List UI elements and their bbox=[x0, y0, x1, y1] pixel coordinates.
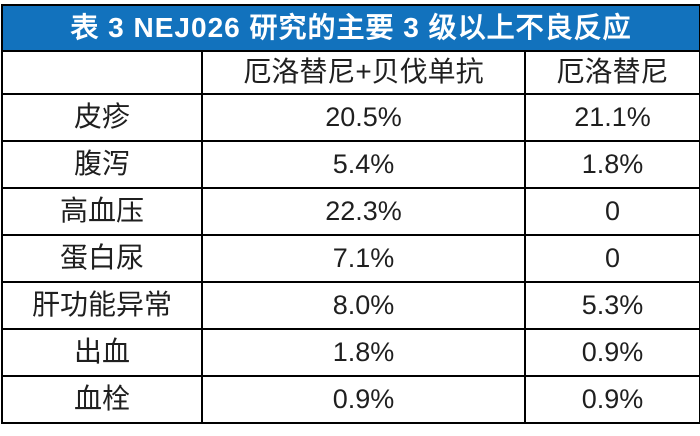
header-cell-empty bbox=[1, 50, 203, 95]
combo-arm-value: 0.9% bbox=[201, 375, 526, 424]
mono-arm-value: 0.9% bbox=[523, 328, 700, 377]
row-label: 血栓 bbox=[1, 375, 203, 424]
row-label: 肝功能异常 bbox=[1, 281, 203, 330]
table-row: 肝功能异常 8.0% 5.3% bbox=[1, 281, 700, 330]
mono-arm-value: 0 bbox=[523, 234, 700, 283]
table-title: 表 3 NEJ026 研究的主要 3 级以上不良反应 bbox=[0, 4, 700, 52]
table-title-row: 表 3 NEJ026 研究的主要 3 级以上不良反应 bbox=[0, 4, 700, 52]
mono-arm-value: 0.9% bbox=[523, 375, 700, 424]
table-row: 出血 1.8% 0.9% bbox=[1, 328, 700, 377]
combo-arm-value: 20.5% bbox=[201, 93, 526, 142]
mono-arm-value: 21.1% bbox=[523, 93, 700, 142]
header-cell-mono-arm: 厄洛替尼 bbox=[523, 50, 700, 95]
table-row: 腹泻 5.4% 1.8% bbox=[1, 140, 700, 189]
row-label: 出血 bbox=[1, 328, 203, 377]
row-label: 高血压 bbox=[1, 187, 203, 236]
mono-arm-value: 0 bbox=[523, 187, 700, 236]
table-row: 血栓 0.9% 0.9% bbox=[1, 375, 700, 424]
adverse-events-table-wrap: 表 3 NEJ026 研究的主要 3 级以上不良反应 厄洛替尼+贝伐单抗 厄洛替… bbox=[0, 4, 700, 424]
combo-arm-value: 5.4% bbox=[201, 140, 526, 189]
combo-arm-value: 22.3% bbox=[201, 187, 526, 236]
adverse-events-table: 表 3 NEJ026 研究的主要 3 级以上不良反应 厄洛替尼+贝伐单抗 厄洛替… bbox=[0, 4, 700, 424]
combo-arm-value: 1.8% bbox=[201, 328, 526, 377]
table-header-row: 厄洛替尼+贝伐单抗 厄洛替尼 bbox=[1, 50, 700, 95]
table-row: 蛋白尿 7.1% 0 bbox=[1, 234, 700, 283]
row-label: 皮疹 bbox=[1, 93, 203, 142]
table-row: 皮疹 20.5% 21.1% bbox=[1, 93, 700, 142]
row-label: 腹泻 bbox=[1, 140, 203, 189]
mono-arm-value: 5.3% bbox=[523, 281, 700, 330]
header-cell-combo-arm: 厄洛替尼+贝伐单抗 bbox=[201, 50, 526, 95]
combo-arm-value: 8.0% bbox=[201, 281, 526, 330]
row-label: 蛋白尿 bbox=[1, 234, 203, 283]
combo-arm-value: 7.1% bbox=[201, 234, 526, 283]
table-row: 高血压 22.3% 0 bbox=[1, 187, 700, 236]
mono-arm-value: 1.8% bbox=[523, 140, 700, 189]
